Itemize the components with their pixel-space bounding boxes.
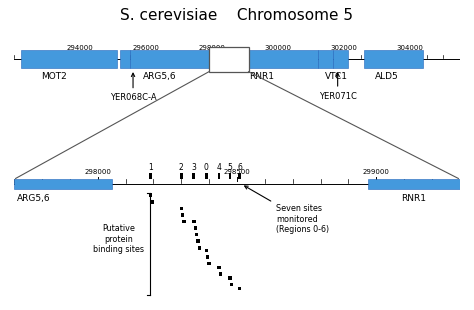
Text: YER071C: YER071C bbox=[319, 73, 356, 101]
Text: 299000: 299000 bbox=[363, 169, 390, 175]
Text: 5: 5 bbox=[228, 163, 232, 172]
Bar bbox=[130, 50, 214, 69]
Bar bbox=[228, 276, 232, 280]
Text: Putative
protein
binding sites: Putative protein binding sites bbox=[93, 224, 144, 254]
Bar bbox=[196, 239, 200, 243]
Bar bbox=[150, 200, 154, 204]
Bar bbox=[120, 50, 130, 69]
Text: 0: 0 bbox=[204, 163, 209, 172]
Text: YER068C-A: YER068C-A bbox=[109, 73, 156, 102]
Bar bbox=[228, 174, 231, 179]
Bar bbox=[208, 262, 211, 265]
Text: 6: 6 bbox=[237, 163, 242, 172]
Text: 2: 2 bbox=[179, 163, 184, 172]
Bar bbox=[149, 193, 152, 197]
Text: 4: 4 bbox=[217, 163, 221, 172]
Text: 3: 3 bbox=[191, 163, 196, 172]
Bar bbox=[149, 174, 152, 179]
Bar bbox=[238, 174, 241, 179]
Text: 298000: 298000 bbox=[199, 45, 226, 51]
Bar bbox=[206, 255, 210, 259]
Bar bbox=[217, 266, 220, 269]
Bar bbox=[14, 179, 112, 188]
Text: MOT2: MOT2 bbox=[41, 72, 67, 81]
Bar bbox=[198, 246, 201, 250]
Bar bbox=[205, 174, 208, 179]
Bar bbox=[219, 272, 222, 276]
Text: 302000: 302000 bbox=[331, 45, 358, 51]
Text: RNR1: RNR1 bbox=[401, 194, 426, 203]
Bar bbox=[180, 174, 182, 179]
Text: ARG5,6: ARG5,6 bbox=[143, 72, 176, 81]
Bar bbox=[192, 174, 195, 179]
Bar bbox=[205, 249, 208, 252]
Text: 304000: 304000 bbox=[397, 45, 424, 51]
Text: RNR1: RNR1 bbox=[249, 72, 274, 81]
Bar bbox=[219, 50, 230, 69]
Text: 1: 1 bbox=[148, 163, 153, 172]
Bar bbox=[181, 213, 184, 217]
Text: 300000: 300000 bbox=[265, 45, 292, 51]
Bar bbox=[230, 50, 318, 69]
Text: 296000: 296000 bbox=[133, 45, 160, 51]
Bar bbox=[182, 220, 186, 223]
Text: S. cerevisiae    Chromosome 5: S. cerevisiae Chromosome 5 bbox=[120, 8, 354, 23]
Text: 298000: 298000 bbox=[84, 169, 111, 175]
Bar bbox=[368, 179, 460, 188]
Text: VTC1: VTC1 bbox=[325, 72, 347, 81]
Bar bbox=[238, 286, 241, 290]
Bar bbox=[180, 206, 183, 210]
Bar bbox=[318, 50, 333, 69]
Text: ARG5,6: ARG5,6 bbox=[17, 194, 51, 203]
Text: Seven sites
monitored
(Regions 0-6): Seven sites monitored (Regions 0-6) bbox=[245, 186, 329, 234]
Bar bbox=[333, 50, 347, 69]
Bar bbox=[21, 50, 117, 69]
Bar bbox=[193, 226, 197, 230]
Text: ALD5: ALD5 bbox=[375, 72, 399, 81]
Bar bbox=[364, 50, 423, 69]
Bar bbox=[218, 174, 220, 179]
Text: 294000: 294000 bbox=[67, 45, 93, 51]
Text: 298500: 298500 bbox=[224, 169, 250, 175]
Bar bbox=[195, 233, 198, 237]
Bar bbox=[192, 220, 195, 223]
Bar bbox=[209, 47, 248, 72]
Bar bbox=[230, 283, 233, 286]
